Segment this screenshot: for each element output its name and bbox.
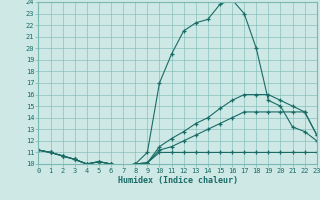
X-axis label: Humidex (Indice chaleur): Humidex (Indice chaleur) — [118, 176, 238, 185]
